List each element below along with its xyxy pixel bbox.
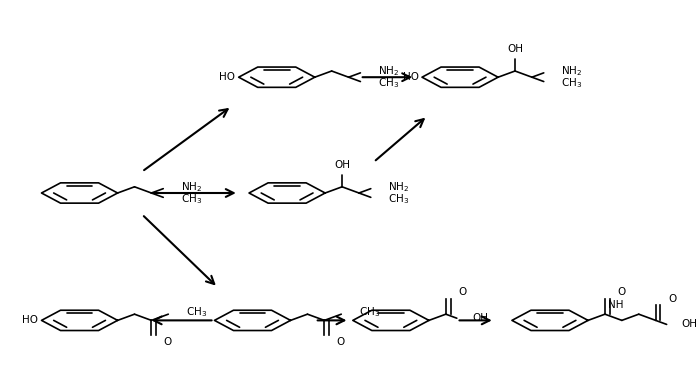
Text: NH$_2$: NH$_2$ xyxy=(561,64,582,78)
Text: HO: HO xyxy=(402,72,419,82)
Text: CH$_3$: CH$_3$ xyxy=(186,305,206,319)
Text: O: O xyxy=(337,337,345,347)
Text: O: O xyxy=(617,287,626,297)
Text: OH: OH xyxy=(507,44,523,54)
Text: NH: NH xyxy=(608,300,623,310)
Text: CH$_3$: CH$_3$ xyxy=(561,76,582,90)
Text: OH: OH xyxy=(334,160,350,170)
Text: NH$_2$: NH$_2$ xyxy=(181,180,202,194)
Text: HO: HO xyxy=(219,72,235,82)
Text: O: O xyxy=(164,337,172,347)
Text: NH$_2$: NH$_2$ xyxy=(378,64,399,78)
Text: O: O xyxy=(458,287,466,297)
Text: CH$_3$: CH$_3$ xyxy=(181,192,202,206)
Text: O: O xyxy=(668,293,676,303)
Text: OH: OH xyxy=(472,313,488,323)
Text: CH$_3$: CH$_3$ xyxy=(388,192,409,206)
Text: NH$_2$: NH$_2$ xyxy=(388,180,409,194)
Text: CH$_3$: CH$_3$ xyxy=(378,76,399,90)
Text: OH: OH xyxy=(682,319,698,329)
Text: CH$_3$: CH$_3$ xyxy=(358,305,380,319)
Text: HO: HO xyxy=(22,315,38,325)
